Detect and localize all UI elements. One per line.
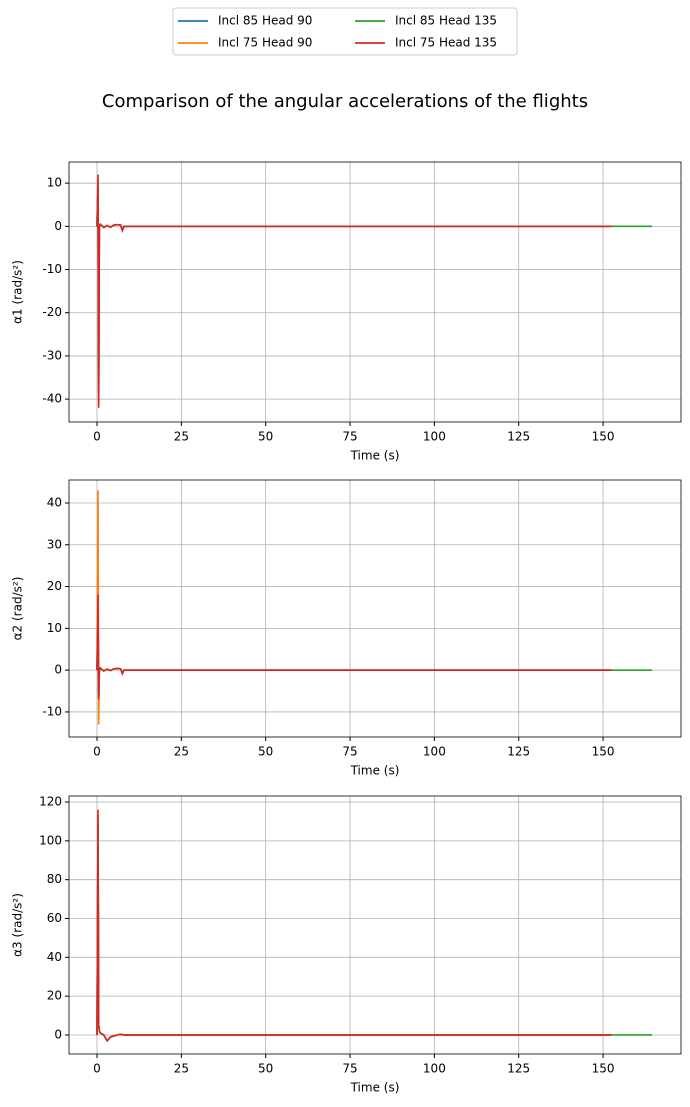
x-tick-label: 25 xyxy=(174,430,189,444)
x-axis-label: Time (s) xyxy=(350,1081,400,1095)
series-line xyxy=(96,490,612,725)
y-tick-label: 10 xyxy=(47,176,62,190)
y-tick-label: -30 xyxy=(42,348,62,362)
x-axis-label: Time (s) xyxy=(350,449,400,463)
plot-frame xyxy=(68,479,682,738)
legend-label: Incl 85 Head 135 xyxy=(395,14,497,28)
x-tick-label: 25 xyxy=(174,1062,189,1076)
y-tick-label: 10 xyxy=(47,621,62,635)
legend-box xyxy=(172,7,518,56)
y-tick-label: 40 xyxy=(47,495,62,509)
y-tick-label: 20 xyxy=(47,579,62,593)
plot-frame xyxy=(68,795,682,1055)
y-tick-label: 120 xyxy=(39,795,62,809)
series-line xyxy=(96,174,612,408)
y-tick-label: -20 xyxy=(42,305,62,319)
x-tick-label: 0 xyxy=(93,745,101,759)
y-tick-label: 0 xyxy=(54,663,62,677)
y-axis-label: α1 (rad/s²) xyxy=(11,260,25,324)
series-line xyxy=(96,809,612,1043)
x-tick-label: 75 xyxy=(342,745,357,759)
x-tick-label: 75 xyxy=(342,430,357,444)
x-tick-label: 100 xyxy=(423,1062,446,1076)
x-tick-label: 50 xyxy=(258,430,273,444)
y-tick-label: 60 xyxy=(47,911,62,925)
series-line xyxy=(96,178,612,400)
y-tick-label: 100 xyxy=(39,833,62,847)
y-tick-label: 80 xyxy=(47,872,62,886)
series-line xyxy=(96,821,612,1043)
x-tick-label: 100 xyxy=(423,745,446,759)
x-tick-label: 75 xyxy=(342,1062,357,1076)
y-axis-label: α3 (rad/s²) xyxy=(11,893,25,957)
y-tick-label: 40 xyxy=(47,950,62,964)
x-tick-label: 150 xyxy=(592,745,615,759)
y-tick-label: -10 xyxy=(42,262,62,276)
x-tick-label: 50 xyxy=(258,1062,273,1076)
legend-label: Incl 75 Head 135 xyxy=(395,36,497,50)
x-tick-label: 50 xyxy=(258,745,273,759)
legend-label: Incl 75 Head 90 xyxy=(218,36,312,50)
series-line xyxy=(96,183,612,391)
x-tick-label: 100 xyxy=(423,430,446,444)
plot-frame xyxy=(68,161,682,423)
x-axis-label: Time (s) xyxy=(350,764,400,778)
x-tick-label: 150 xyxy=(592,430,615,444)
y-tick-label: -10 xyxy=(42,704,62,718)
series-line xyxy=(96,815,612,1043)
series-line xyxy=(96,607,612,696)
x-tick-label: 125 xyxy=(507,1062,530,1076)
figure-title: Comparison of the angular accelerations … xyxy=(102,91,588,112)
y-axis-label: α2 (rad/s²) xyxy=(11,577,25,641)
x-tick-label: 25 xyxy=(174,745,189,759)
x-tick-label: 0 xyxy=(93,430,101,444)
y-tick-label: 20 xyxy=(47,989,62,1003)
series-line xyxy=(96,611,652,692)
x-tick-label: 150 xyxy=(592,1062,615,1076)
y-tick-label: -40 xyxy=(42,392,62,406)
y-tick-label: 0 xyxy=(54,219,62,233)
y-tick-label: 0 xyxy=(54,1027,62,1041)
series-line xyxy=(96,187,652,382)
x-tick-label: 125 xyxy=(507,745,530,759)
y-tick-label: 30 xyxy=(47,537,62,551)
series-line xyxy=(96,825,652,1043)
legend-label: Incl 85 Head 90 xyxy=(218,14,312,28)
x-tick-label: 0 xyxy=(93,1062,101,1076)
series-line xyxy=(96,594,612,700)
x-tick-label: 125 xyxy=(507,430,530,444)
